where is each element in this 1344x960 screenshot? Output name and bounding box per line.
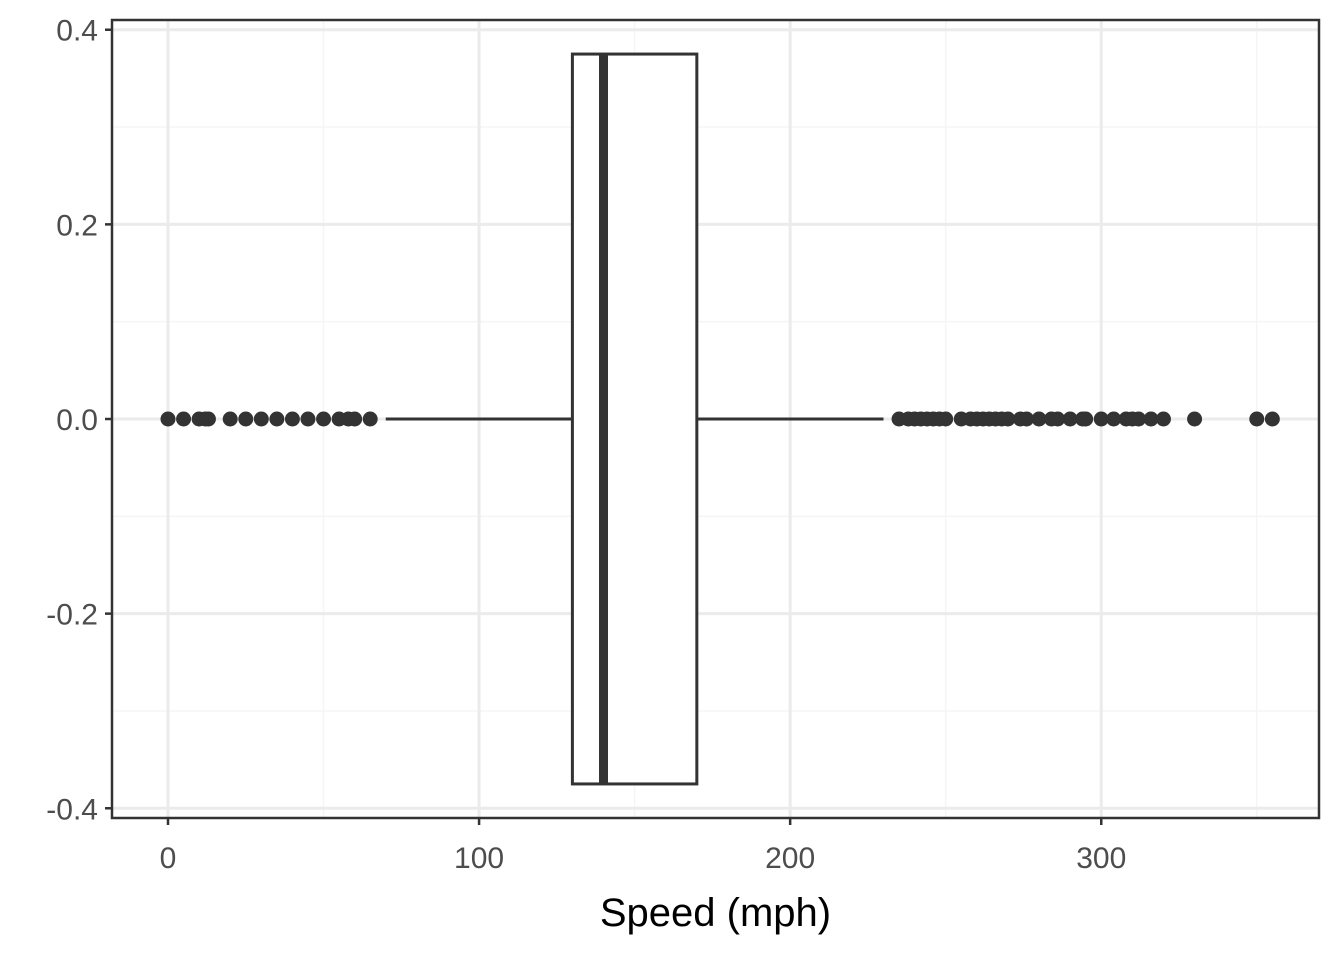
outlier-point bbox=[938, 411, 954, 427]
outlier-point bbox=[269, 411, 285, 427]
outlier-point bbox=[1143, 411, 1159, 427]
y-tick-label: -0.4 bbox=[46, 793, 98, 826]
outlier-point bbox=[1019, 411, 1035, 427]
outlier-point bbox=[1000, 411, 1016, 427]
outlier-point bbox=[1264, 411, 1280, 427]
outlier-point bbox=[1031, 411, 1047, 427]
outlier-point bbox=[1187, 411, 1203, 427]
outlier-point bbox=[1106, 411, 1122, 427]
outlier-point bbox=[362, 411, 378, 427]
outlier-point bbox=[1062, 411, 1078, 427]
outlier-point bbox=[1155, 411, 1171, 427]
outlier-point bbox=[200, 411, 216, 427]
outlier-point bbox=[284, 411, 300, 427]
y-axis-ticks: -0.4 -0.2 0.0 0.2 0.4 bbox=[46, 15, 112, 826]
outlier-point bbox=[176, 411, 192, 427]
outlier-point bbox=[1093, 411, 1109, 427]
boxplot-box-group bbox=[385, 52, 884, 786]
outlier-point bbox=[253, 411, 269, 427]
outlier-point bbox=[316, 411, 332, 427]
outlier-point bbox=[1078, 411, 1094, 427]
x-tick-label: 200 bbox=[765, 842, 815, 875]
interquartile-box bbox=[570, 52, 699, 786]
y-tick-label: 0.2 bbox=[56, 209, 98, 242]
outlier-point bbox=[1249, 411, 1265, 427]
outlier-point bbox=[300, 411, 316, 427]
outlier-points bbox=[160, 411, 1280, 427]
outlier-point bbox=[238, 411, 254, 427]
outlier-point bbox=[347, 411, 363, 427]
x-tick-label: 100 bbox=[454, 842, 504, 875]
outlier-point bbox=[1131, 411, 1147, 427]
x-axis-title: Speed (mph) bbox=[600, 891, 831, 935]
x-tick-label: 300 bbox=[1076, 842, 1126, 875]
outlier-point bbox=[1050, 411, 1066, 427]
x-axis-ticks: 0 100 200 300 bbox=[160, 818, 1126, 875]
y-tick-label: 0.4 bbox=[56, 15, 98, 48]
outlier-point bbox=[222, 411, 238, 427]
x-tick-label: 0 bbox=[160, 842, 177, 875]
y-tick-label: -0.2 bbox=[46, 599, 98, 632]
outlier-point bbox=[160, 411, 176, 427]
y-tick-label: 0.0 bbox=[56, 404, 98, 437]
